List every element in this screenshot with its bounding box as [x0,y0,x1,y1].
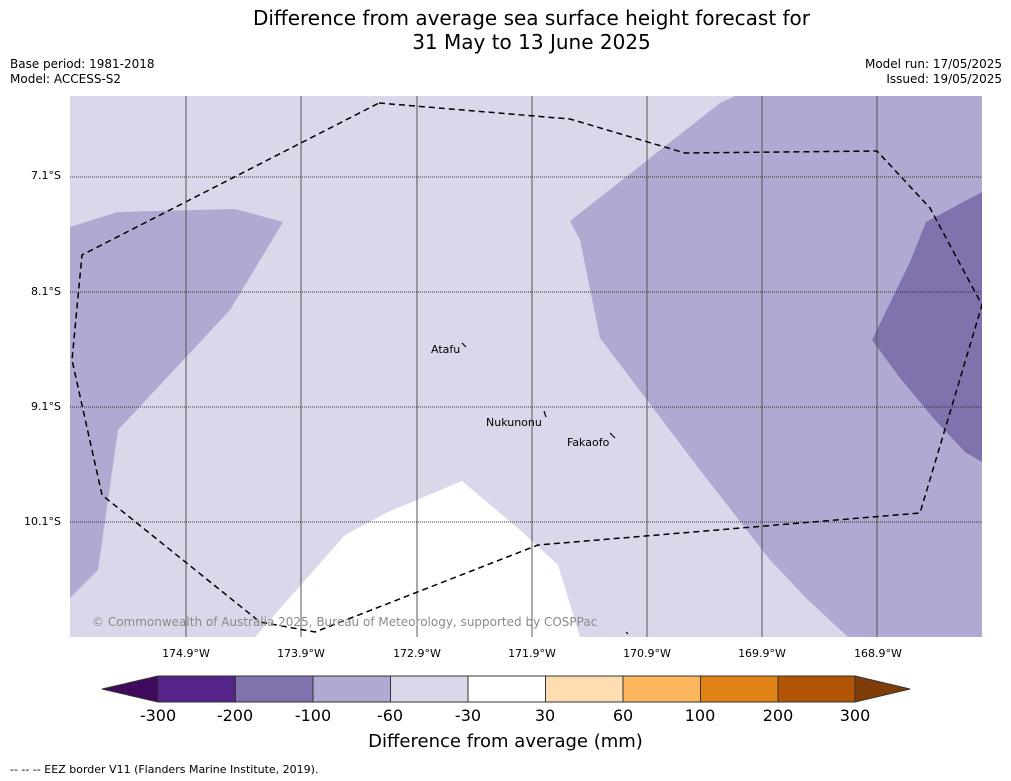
eez-border [71,102,982,633]
eez-footnote: -- -- -- EEZ border V11 (Flanders Marine… [10,763,319,776]
lon-label-2: 173.9°W [277,647,325,660]
place-label-atafu: Atafu [431,343,461,356]
colorbar-tick-9: 200 [762,706,794,725]
title-line-2: 31 May to 13 June 2025 [412,30,651,54]
lat-label-3: 9.1°S [31,400,61,413]
lon-label-6: 169.9°W [738,647,786,660]
colorbar-segment-7 [622,675,701,703]
issued-date: Issued: 19/05/2025 [886,72,1002,86]
model-run: Model run: 17/05/2025 [864,57,1002,71]
lat-label-4: 10.1°S [24,515,61,528]
lon-label-7: 168.9°W [854,647,902,660]
colorbar-segment-4 [390,675,469,703]
colorbar-tick-1: -300 [139,706,177,725]
lat-label-2: 8.1°S [31,285,61,298]
colorbar-segment-8 [700,675,779,703]
lon-label-4: 171.9°W [508,647,556,660]
colorbar-title: Difference from average (mm) [368,731,643,752]
colorbar-cap-high [854,675,911,703]
colorbar-tick-3: -100 [294,706,332,725]
map-title: Difference from average sea surface heig… [0,6,1011,54]
base-period: Base period: 1981-2018 [10,57,155,71]
colorbar-tick-5: -30 [454,706,482,725]
place-label-fakaofo: Fakaofo [567,436,610,449]
title-line-1: Difference from average sea surface heig… [252,6,811,30]
colorbar-segment-6 [545,675,624,703]
colorbar-tick-2: -200 [216,706,254,725]
grid-lines [185,96,878,637]
band-mid-west [70,209,283,598]
model-name: Model: ACCESS-S2 [10,72,122,86]
colorbar-segment-2 [235,675,314,703]
lon-label-5: 170.9°W [623,647,671,660]
colorbar-tick-6: 30 [534,706,556,725]
lat-label-1: 7.1°S [31,169,61,182]
colorbar-graphic [101,675,911,703]
lon-label-3: 172.9°W [393,647,441,660]
band-strong-east [872,192,982,462]
meta-right: Model run: 17/05/2025 Issued: 19/05/2025 [865,57,1002,87]
lat-lines [70,176,982,523]
colorbar-cap-low [101,675,159,703]
place-label-nukunonu: Nukunonu [486,416,542,429]
lon-label-1: 174.9°W [162,647,210,660]
colorbar-tick-8: 100 [684,706,716,725]
meta-left: Base period: 1981-2018 Model: ACCESS-S2 [10,57,155,87]
map-area [70,96,982,637]
colorbar-segment-1 [157,675,236,703]
colorbar-segment-9 [777,675,856,703]
colorbar-segment-3 [312,675,391,703]
colorbar-segment-5 [467,675,546,703]
colorbar-tick-4: -60 [376,706,404,725]
band-mid-east [570,96,982,637]
atoll-marks [461,342,629,635]
colorbar-tick-10: 300 [839,706,871,725]
colorbar-tick-7: 60 [612,706,634,725]
copyright-notice: © Commonwealth of Australia 2025, Bureau… [92,615,598,629]
